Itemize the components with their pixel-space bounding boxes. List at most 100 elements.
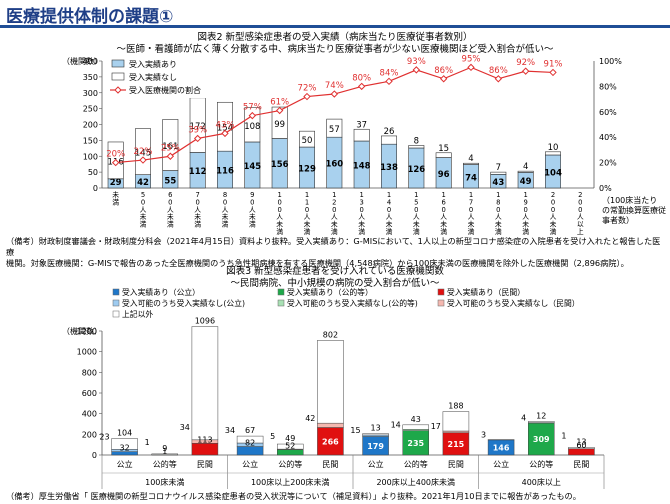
fig2-x-tick-char: 未 bbox=[550, 220, 557, 229]
fig3-label-other: 1096 bbox=[195, 317, 215, 326]
fig2-legend-swatch-accepted bbox=[111, 59, 125, 68]
fig3-label-capable: 17 bbox=[431, 422, 441, 431]
fig2-x-tick-char: 0 bbox=[414, 206, 418, 214]
fig3-label-accepted: 179 bbox=[367, 442, 384, 451]
fig2-ratio-label: 91% bbox=[544, 59, 563, 69]
fig2-bar-label-not-accepted: 37 bbox=[356, 120, 367, 130]
fig3-bar-other bbox=[568, 447, 595, 449]
fig3-x-tick-label: 公的等 bbox=[404, 459, 428, 469]
fig3-bar-accepted bbox=[528, 422, 555, 456]
fig2-y-tick-label: 200 bbox=[83, 121, 98, 130]
fig2-x-tick-char: 7 bbox=[196, 191, 200, 199]
fig2-y-tick-label: 0 bbox=[93, 184, 98, 193]
fig2-x-tick-char: 満 bbox=[276, 228, 283, 236]
fig2-bar-label-not-accepted: 10 bbox=[548, 143, 559, 153]
fig2-y-tick-label: 350 bbox=[83, 73, 98, 82]
fig3-label-capable: 1 bbox=[145, 438, 150, 447]
fig2-x-tick-char: 未 bbox=[468, 220, 475, 229]
fig3-bar-other bbox=[528, 421, 555, 423]
fig3-x-tick-label: 民間 bbox=[573, 460, 589, 469]
fig3-y-tick-label: 400 bbox=[82, 410, 97, 419]
fig3-x-tick-label: 公的等 bbox=[529, 459, 553, 469]
fig2-subtitle: ～医師・看護師が広く薄く分散する中、病床当たり医療従事者が少ない医療機関ほど受入… bbox=[116, 43, 554, 55]
fig3-label-other: 13 bbox=[370, 424, 380, 433]
fig3-x-tick-label: 公的等 bbox=[153, 459, 177, 469]
fig2-bar-label-accepted: 49 bbox=[520, 177, 532, 187]
fig2-x-tick-char: 0 bbox=[278, 206, 282, 214]
fig2-bar-label-accepted: 42 bbox=[137, 178, 149, 188]
fig2-x-tick-char: 1 bbox=[387, 191, 391, 199]
fig3-label-accepted: 215 bbox=[448, 440, 465, 449]
fig2-bar-not-accepted bbox=[381, 135, 397, 145]
fig2-x-tick-char: 上 bbox=[577, 227, 584, 236]
fig2-x-tick-char: 人 bbox=[249, 206, 256, 214]
fig2-y-tick-label: 300 bbox=[83, 89, 98, 98]
fig2-ratio-marker bbox=[494, 75, 503, 83]
fig2-x-tick-char: 3 bbox=[360, 198, 364, 206]
fig2-title: 図表2 新型感染症患者の受入実績（病床当たり医療従事者数別） bbox=[197, 31, 472, 43]
fig2-bar-not-accepted bbox=[463, 162, 479, 165]
fig2-y-tick-label: 250 bbox=[83, 105, 98, 114]
fig2-x-tick-char: 満 bbox=[413, 228, 420, 236]
fig2-x-tick-char: 9 bbox=[250, 191, 254, 199]
fig2-bar-label-accepted: 96 bbox=[438, 170, 450, 180]
fig2-x-tick-char: 0 bbox=[223, 198, 227, 206]
fig2-ratio-label: 80% bbox=[352, 73, 371, 83]
fig2-y-tick-label: 400 bbox=[83, 57, 98, 66]
fig3-label-other: 43 bbox=[411, 415, 421, 424]
fig2-ratio-marker bbox=[275, 106, 284, 115]
fig3-bar-accepted bbox=[236, 446, 264, 456]
fig2-x-tick-char: 未 bbox=[249, 212, 256, 221]
fig2-bar-label-not-accepted: 26 bbox=[384, 127, 395, 137]
fig2-x-tick-char: 0 bbox=[469, 206, 473, 214]
fig3-bar-other bbox=[151, 453, 178, 456]
fig2-bar-not-accepted bbox=[435, 152, 452, 158]
fig3-label-capable: 34 bbox=[225, 426, 235, 435]
fig3-legend-swatch bbox=[112, 299, 120, 307]
fig3-legend-swatch bbox=[277, 299, 285, 307]
fig3-y-tick-label: 1000 bbox=[77, 348, 97, 357]
fig2-x-tick-char: 人 bbox=[276, 213, 283, 221]
fig2-bar-not-accepted bbox=[517, 170, 534, 173]
fig3-label-capable: 15 bbox=[350, 426, 360, 435]
fig2-bar-label-not-accepted: 154 bbox=[217, 124, 233, 134]
fig2-x-tick-char: 7 bbox=[469, 198, 473, 206]
fig2-x-tick-char: 満 bbox=[358, 228, 365, 236]
fig2-x-tick-char: 2 bbox=[332, 198, 336, 206]
fig3-x-tick-label: 公立 bbox=[117, 459, 133, 469]
fig3-bar-accepted bbox=[402, 430, 429, 456]
fig2-bar-not-accepted bbox=[545, 151, 561, 156]
fig3-label-accepted: 60 bbox=[576, 441, 586, 450]
fig2-bar-label-not-accepted: 172 bbox=[190, 122, 206, 132]
fig2-x-tick-char: 1 bbox=[305, 191, 309, 199]
fig2-ratio-label: 61% bbox=[270, 98, 289, 108]
fig3-label-other: 802 bbox=[323, 330, 338, 339]
fig3-x-tick-label: 民間 bbox=[448, 460, 464, 469]
fig2-ratio-marker bbox=[330, 90, 339, 98]
fig2-x-tick-char: 未 bbox=[167, 212, 174, 221]
fig2-x-tick-char: 5 bbox=[414, 198, 418, 206]
fig2-x-tick-char: 人 bbox=[522, 213, 529, 221]
fig2-ratio-marker bbox=[221, 129, 229, 138]
fig2-bar-label-not-accepted: 99 bbox=[274, 120, 285, 130]
fig2-x-tick-char: 0 bbox=[305, 206, 309, 214]
fig2-x-tick-char: 0 bbox=[196, 198, 200, 206]
fig2-bar-not-accepted bbox=[162, 119, 179, 171]
fig2-bar-label-not-accepted: 8 bbox=[414, 136, 419, 146]
fig3-label-other: 12 bbox=[536, 411, 546, 420]
fig2-y2-tick-label: 60% bbox=[599, 108, 617, 117]
fig2-ratio-label: 25% bbox=[161, 143, 180, 153]
fig3-group-label: 100床以上200床未満 bbox=[251, 477, 330, 487]
fig2-x-tick-char: 0 bbox=[141, 198, 145, 206]
fig2-x-tick-char: 0 bbox=[578, 206, 582, 214]
fig2-x-tick-char: 6 bbox=[168, 191, 172, 199]
fig2-ratio-marker bbox=[439, 75, 448, 83]
fig3-label-capable: 42 bbox=[305, 414, 315, 423]
fig2-ratio-marker bbox=[549, 68, 557, 77]
fig3-label-capable: 23 bbox=[99, 432, 109, 441]
fig3-label-capable: 1 bbox=[561, 432, 566, 441]
fig3-label-accepted: 235 bbox=[407, 439, 424, 448]
fig2-x-tick-char: 0 bbox=[442, 206, 446, 214]
fig2-x-tick-char: 人 bbox=[440, 213, 447, 221]
fig2-y-tick-label: 150 bbox=[83, 136, 98, 145]
